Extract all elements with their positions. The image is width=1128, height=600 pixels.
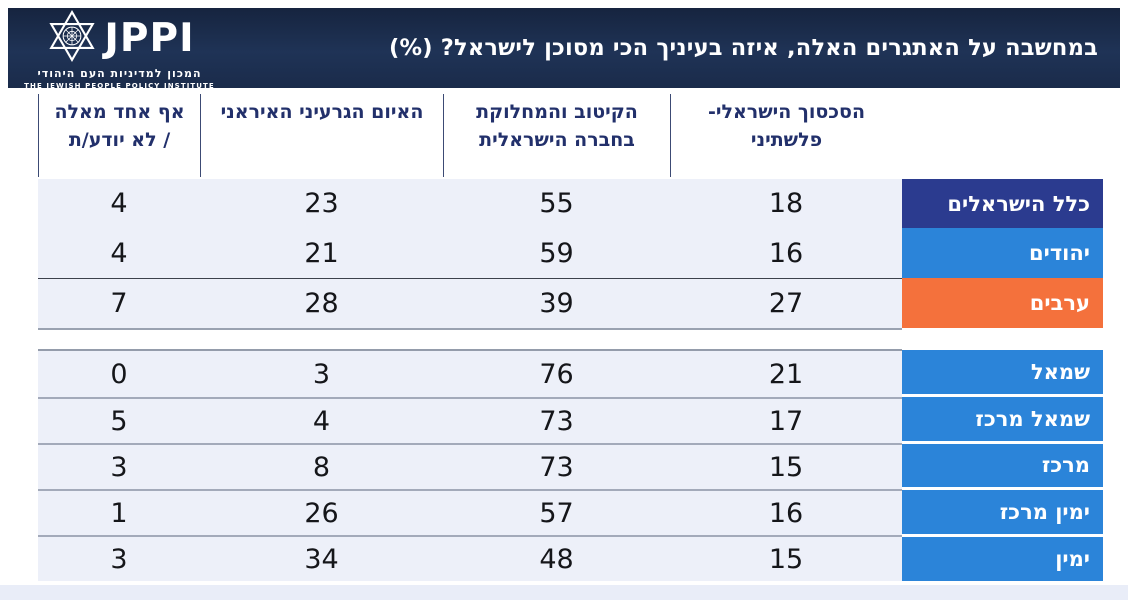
column-headers: הסכסוך הישראלי- פלשתיני הקיטוב והמחלוקת …: [38, 94, 902, 177]
table-row-right: 15 48 34 3: [38, 535, 902, 581]
cell-value: 21: [304, 237, 339, 269]
cell-value: 48: [539, 543, 574, 575]
cell-value: 4: [110, 237, 128, 269]
col-header-none: אף אחד מאלה / לא יודע/ת: [38, 94, 200, 177]
row-label-arabs: ערבים: [902, 278, 1103, 328]
col-header-line: / לא יודע/ת: [68, 129, 171, 151]
star-of-david-icon: [44, 10, 100, 66]
cell-value: 5: [110, 405, 128, 437]
row-labels-political: שמאל שמאל מרכז מרכז ימין מרכז ימין: [902, 350, 1103, 581]
table-row-center-right: 16 57 26 1: [38, 489, 902, 535]
row-label-jews: יהודים: [902, 228, 1103, 278]
row-label-all-israelis: כלל הישראלים: [902, 179, 1103, 228]
cell-value: 3: [110, 543, 128, 575]
row-label-left: שמאל: [902, 350, 1103, 394]
cell-value: 4: [110, 188, 128, 219]
cell-value: 23: [304, 188, 339, 219]
row-label-center: מרכז: [902, 443, 1103, 488]
col-header-line: הקיטוב והמחלוקת: [476, 101, 638, 123]
cell-value: 73: [539, 405, 574, 437]
col-header-line: בחברה הישראלית: [479, 129, 635, 151]
cell-value: 15: [768, 543, 804, 575]
logo-english-name: THE JEWISH PEOPLE POLICY INSTITUTE: [24, 82, 215, 90]
cell-value: 16: [768, 237, 804, 269]
cell-value: 59: [539, 237, 574, 269]
footer-strip: [0, 585, 1128, 600]
col-header-iran: האיום הגרעיני האיראני: [200, 94, 443, 177]
table-group-political: 21 76 3 0 17 73 4 5 15 73 8 3 16 57 26 1…: [38, 349, 902, 581]
table-row-left: 21 76 3 0: [38, 351, 902, 397]
cell-value: 55: [539, 188, 574, 219]
row-label-center-left: שמאל מרכז: [902, 396, 1103, 441]
cell-value: 39: [539, 288, 574, 319]
page-title: במחשבה על האתגרים האלה, איזה בעיניך הכי …: [389, 35, 1098, 61]
cell-value: 73: [539, 451, 574, 483]
cell-value: 27: [768, 288, 804, 319]
col-header-conflict: הסכסוך הישראלי- פלשתיני: [670, 94, 902, 177]
cell-value: 3: [312, 358, 331, 390]
cell-value: 1: [110, 497, 128, 529]
logo-acronym: JPPI: [104, 15, 195, 61]
cell-value: 34: [304, 543, 339, 575]
cell-value: 21: [768, 358, 804, 390]
table-group-population: 18 55 23 4 16 59 21 4 27 39 28 7: [38, 179, 902, 330]
table-row-arabs: 27 39 28 7: [38, 278, 902, 328]
table-row-all-israelis: 18 55 23 4: [38, 179, 902, 228]
cell-value: 8: [312, 451, 331, 483]
cell-value: 26: [304, 497, 339, 529]
cell-value: 28: [304, 288, 339, 319]
row-label-right: ימין: [902, 537, 1103, 581]
table-row-center: 15 73 8 3: [38, 443, 902, 489]
col-header-line: הסכסוך הישראלי-: [707, 101, 866, 123]
col-header-line: האיום הגרעיני האיראני: [220, 101, 424, 123]
cell-value: 4: [312, 405, 331, 437]
cell-value: 3: [110, 451, 128, 483]
cell-value: 18: [768, 188, 804, 219]
cell-value: 15: [768, 451, 804, 483]
table-row-center-left: 17 73 4 5: [38, 397, 902, 443]
jppi-logo: JPPI המכון למדיניות העם היהודי THE JEWIS…: [22, 10, 217, 90]
header-bar: במחשבה על האתגרים האלה, איזה בעיניך הכי …: [8, 8, 1120, 90]
cell-value: 17: [768, 405, 804, 437]
logo-hebrew-name: המכון למדיניות העם היהודי: [37, 67, 202, 80]
col-header-polarization: הקיטוב והמחלוקת בחברה הישראלית: [443, 94, 670, 177]
cell-value: 57: [539, 497, 574, 529]
cell-value: 0: [110, 358, 128, 390]
col-header-line: פלשתיני: [750, 129, 823, 151]
table-row-jews: 16 59 21 4: [38, 228, 902, 278]
col-header-line: אף אחד מאלה: [54, 101, 185, 123]
cell-value: 7: [110, 288, 128, 319]
cell-value: 76: [539, 358, 574, 390]
row-labels-population: כלל הישראלים יהודים ערבים: [902, 179, 1103, 328]
row-label-center-right: ימין מרכז: [902, 490, 1103, 535]
cell-value: 16: [768, 497, 804, 529]
